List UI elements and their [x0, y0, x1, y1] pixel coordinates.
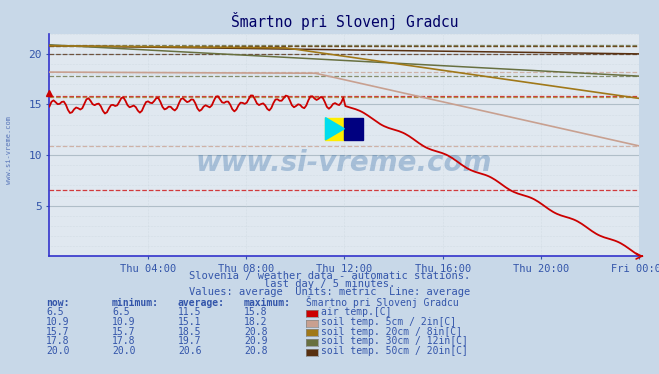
Text: 10.9: 10.9	[112, 317, 136, 327]
Text: 20.0: 20.0	[112, 346, 136, 356]
Text: soil temp. 50cm / 20in[C]: soil temp. 50cm / 20in[C]	[321, 346, 468, 356]
Text: 18.5: 18.5	[178, 327, 202, 337]
Text: 15.1: 15.1	[178, 317, 202, 327]
Text: 20.8: 20.8	[244, 346, 268, 356]
Bar	[345, 117, 363, 140]
Text: soil temp. 5cm / 2in[C]: soil temp. 5cm / 2in[C]	[321, 317, 456, 327]
Text: 19.7: 19.7	[178, 337, 202, 346]
Title: Šmartno pri Slovenj Gradcu: Šmartno pri Slovenj Gradcu	[231, 12, 458, 30]
Text: Šmartno pri Slovenj Gradcu: Šmartno pri Slovenj Gradcu	[306, 295, 459, 307]
Text: soil temp. 20cm / 8in[C]: soil temp. 20cm / 8in[C]	[321, 327, 462, 337]
Text: 11.5: 11.5	[178, 307, 202, 317]
Text: www.si-vreme.com: www.si-vreme.com	[5, 116, 12, 184]
Text: minimum:: minimum:	[112, 298, 159, 307]
Text: 17.8: 17.8	[112, 337, 136, 346]
Text: now:: now:	[46, 298, 70, 307]
Text: 20.6: 20.6	[178, 346, 202, 356]
Text: 15.7: 15.7	[46, 327, 70, 337]
Text: 15.7: 15.7	[112, 327, 136, 337]
Text: 20.0: 20.0	[46, 346, 70, 356]
Text: 6.5: 6.5	[112, 307, 130, 317]
Text: 20.8: 20.8	[244, 327, 268, 337]
Text: last day / 5 minutes.: last day / 5 minutes.	[264, 279, 395, 289]
Polygon shape	[326, 117, 345, 140]
Text: soil temp. 30cm / 12in[C]: soil temp. 30cm / 12in[C]	[321, 337, 468, 346]
Text: average:: average:	[178, 298, 225, 307]
Text: www.si-vreme.com: www.si-vreme.com	[196, 149, 492, 177]
Text: 10.9: 10.9	[46, 317, 70, 327]
Text: 20.9: 20.9	[244, 337, 268, 346]
Text: air temp.[C]: air temp.[C]	[321, 307, 391, 317]
Text: Values: average  Units: metric  Line: average: Values: average Units: metric Line: aver…	[189, 288, 470, 297]
Bar	[326, 117, 345, 140]
Text: Slovenia / weather data - automatic stations.: Slovenia / weather data - automatic stat…	[189, 271, 470, 280]
Text: 18.2: 18.2	[244, 317, 268, 327]
Text: 6.5: 6.5	[46, 307, 64, 317]
Text: 17.8: 17.8	[46, 337, 70, 346]
Text: maximum:: maximum:	[244, 298, 291, 307]
Text: 15.8: 15.8	[244, 307, 268, 317]
